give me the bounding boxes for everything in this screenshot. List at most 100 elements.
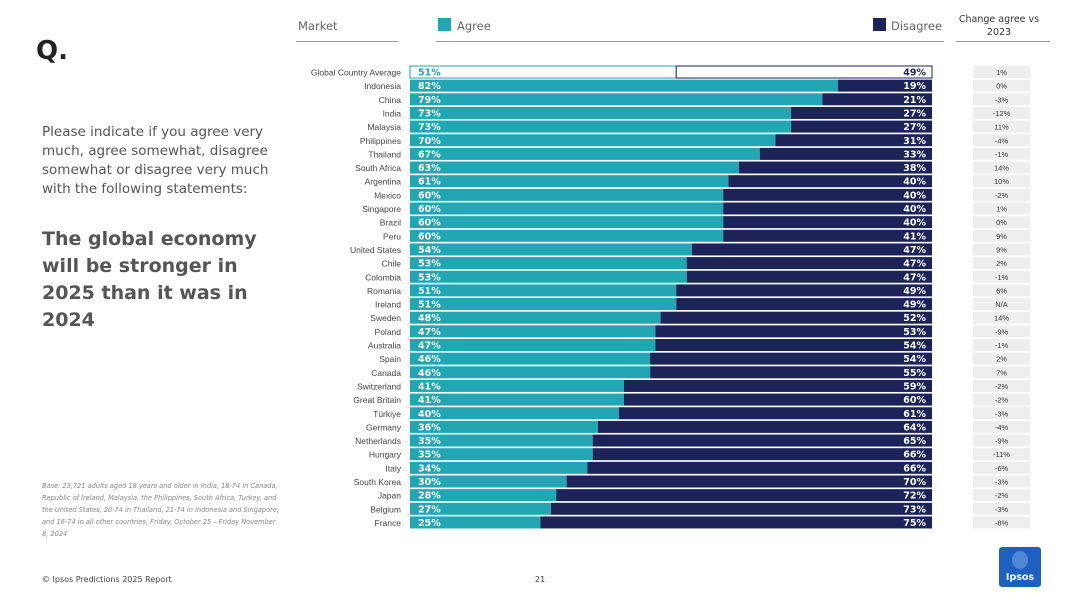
disagree-bar <box>592 434 932 447</box>
disagree-value-label: 73% <box>903 504 926 515</box>
disagree-bar <box>597 420 932 433</box>
change-value-label: 6% <box>996 286 1007 295</box>
market-label: Switzerland <box>357 381 401 391</box>
agree-bar <box>410 79 839 92</box>
disagree-bar <box>723 202 932 215</box>
market-label: India <box>383 108 402 118</box>
change-value-label: 0% <box>996 218 1007 227</box>
disagree-value-label: 47% <box>903 259 926 270</box>
market-label: Argentina <box>365 177 402 187</box>
agree-value-label: 54% <box>418 245 441 256</box>
change-cell <box>973 202 1030 215</box>
disagree-bar <box>723 216 932 229</box>
market-label: Italy <box>385 463 401 473</box>
change-cell <box>973 284 1030 297</box>
agree-bar <box>410 284 677 297</box>
disagree-bar <box>791 106 932 119</box>
agree-value-label: 61% <box>418 177 441 188</box>
change-cell <box>973 461 1030 474</box>
disagree-value-label: 75% <box>903 518 926 529</box>
change-cell <box>973 93 1030 106</box>
change-cell <box>973 448 1030 461</box>
market-label: China <box>379 95 401 105</box>
change-value-label: -2% <box>995 491 1009 500</box>
market-column-header: Market <box>298 19 338 33</box>
change-value-label: -9% <box>995 327 1009 336</box>
agree-bar <box>410 339 656 351</box>
agree-value-label: 79% <box>418 95 441 106</box>
change-cell <box>973 311 1030 324</box>
change-value-label: 7% <box>996 368 1007 377</box>
ipsos-logo: Ipsos <box>999 547 1041 587</box>
market-label: Indonesia <box>364 81 401 91</box>
change-cell <box>973 475 1030 488</box>
agree-bar <box>410 325 656 338</box>
change-value-label: -2% <box>995 396 1009 405</box>
market-label: Türkiye <box>373 409 401 419</box>
market-label: Poland <box>375 327 402 337</box>
change-value-label: 9% <box>996 245 1007 254</box>
agree-value-label: 53% <box>418 259 441 270</box>
market-label: Spain <box>379 354 401 364</box>
disagree-value-label: 64% <box>903 422 926 433</box>
disagree-value-label: 55% <box>903 368 926 379</box>
agree-bar <box>410 393 625 406</box>
disagree-bar <box>676 284 932 297</box>
agree-bar <box>410 475 567 488</box>
market-label: Global Country Average <box>311 68 401 78</box>
change-cell <box>973 270 1030 283</box>
disagree-bar <box>587 461 932 474</box>
market-label: Chile <box>382 259 402 269</box>
disagree-value-label: 53% <box>903 327 926 338</box>
agree-value-label: 47% <box>418 327 441 338</box>
disagree-value-label: 61% <box>903 409 926 420</box>
disagree-legend-label: Disagree <box>891 19 943 33</box>
agree-value-label: 67% <box>418 149 441 160</box>
page-number: 21 <box>535 575 546 584</box>
agree-value-label: 25% <box>418 518 441 529</box>
market-label: South Korea <box>354 477 402 487</box>
disagree-value-label: 27% <box>903 122 926 133</box>
disagree-bar <box>822 93 932 106</box>
market-label: Brazil <box>380 218 401 228</box>
market-label: Singapore <box>362 204 401 214</box>
change-cell <box>973 325 1030 338</box>
agree-value-label: 27% <box>418 504 441 515</box>
disagree-bar <box>550 502 932 515</box>
market-label: France <box>375 518 402 528</box>
change-cell <box>973 120 1030 133</box>
change-cell <box>973 229 1030 242</box>
disagree-value-label: 40% <box>903 177 926 188</box>
agree-bar <box>410 420 598 433</box>
change-value-label: -3% <box>995 95 1009 104</box>
agree-value-label: 46% <box>418 354 441 365</box>
agree-value-label: 36% <box>418 422 441 433</box>
agree-value-label: 82% <box>418 81 441 92</box>
agree-value-label: 35% <box>418 436 441 447</box>
base-note: Base: 23,721 adults aged 18 years and ol… <box>42 482 279 538</box>
agree-bar <box>410 434 593 447</box>
market-label: Malaysia <box>367 122 401 132</box>
change-value-label: -4% <box>995 136 1009 145</box>
disagree-value-label: 59% <box>903 381 926 392</box>
disagree-bar <box>723 188 932 201</box>
agree-bar <box>410 106 792 119</box>
agree-bar <box>410 516 541 529</box>
disagree-bar <box>650 352 932 365</box>
change-value-label: -2% <box>995 191 1009 200</box>
change-value-label: N/A <box>995 300 1008 309</box>
agree-value-label: 46% <box>418 368 441 379</box>
market-label: Australia <box>368 341 401 351</box>
change-value-label: 10% <box>994 177 1009 186</box>
change-value-label: -3% <box>995 409 1009 418</box>
disagree-value-label: 54% <box>903 354 926 365</box>
statement-title: The global economy will be stronger in 2… <box>42 228 257 331</box>
disagree-value-label: 40% <box>903 204 926 215</box>
market-label: Thailand <box>368 149 401 159</box>
disagree-value-label: 70% <box>903 477 926 488</box>
change-cell <box>973 66 1030 78</box>
agree-value-label: 53% <box>418 272 441 283</box>
agree-bar <box>410 202 724 215</box>
agree-value-label: 70% <box>418 136 441 147</box>
